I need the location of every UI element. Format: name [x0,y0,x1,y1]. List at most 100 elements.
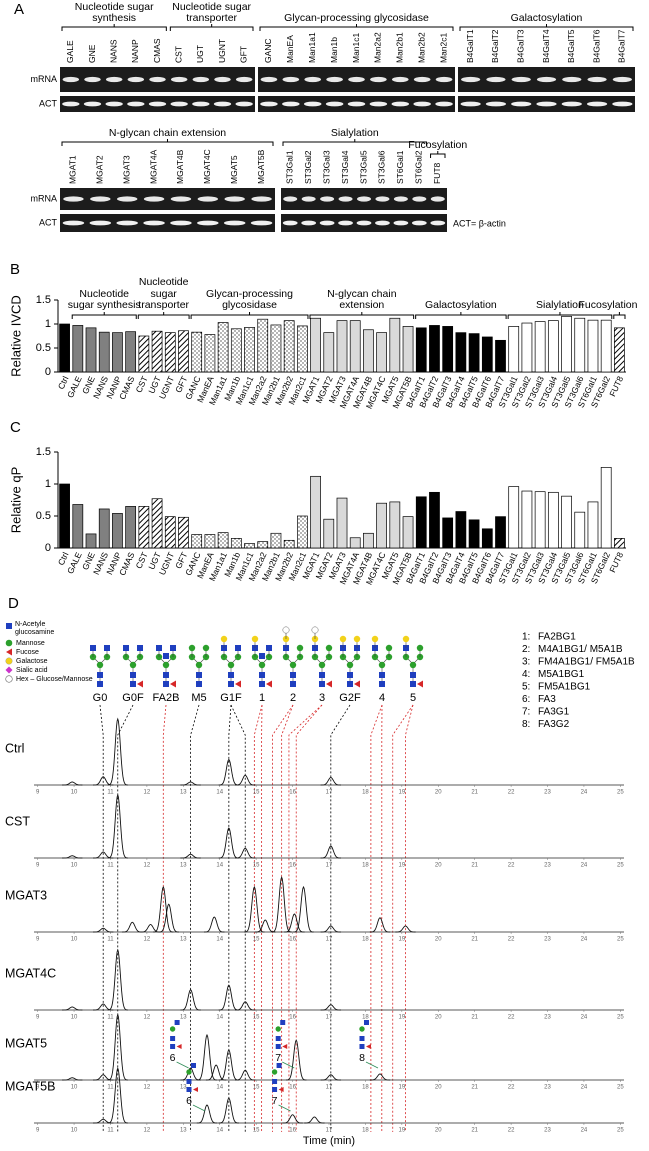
band [325,101,344,107]
bar [415,327,427,373]
glycan-residue [266,645,272,651]
bar [217,532,229,549]
glycan-residue [319,672,325,678]
peak [204,916,225,933]
peak [235,774,256,786]
glycan-residue [275,1026,281,1032]
peak [107,1013,128,1081]
lane-label: ST3Gal3 [321,150,331,184]
peak [180,853,201,859]
y-axis-label: Relative IVCD [8,295,23,377]
x-tick-label: 16 [289,1128,296,1134]
bar [310,475,321,549]
lane-label: ST3Gal5 [358,150,368,184]
glycan-residue [137,680,143,688]
peak [93,927,114,933]
x-tick-label: 16 [289,790,296,796]
bar [534,491,546,549]
list-name: FM5A1BG1 [538,682,591,693]
peak [320,925,342,933]
peak [107,1066,128,1124]
x-tick-label: 20 [435,937,442,943]
band [435,76,453,83]
x-tick-label: 14 [216,790,223,796]
bar [85,327,97,373]
list-key: 3: [522,657,530,668]
band [116,220,138,226]
glycan-residue [271,1069,278,1075]
x-tick-label: 21 [471,1015,478,1021]
glycan-residue [259,653,265,659]
lane-label: MGAT1 [68,155,78,184]
band [338,220,353,226]
band [586,101,608,107]
band [224,196,245,202]
glycan-residue [186,1079,192,1084]
band [562,76,582,83]
band [127,101,145,107]
band [214,76,231,83]
lane-label: ManEA [285,35,295,63]
panel-label: A [14,1,24,18]
glycan-residue [163,672,169,678]
x-tick-label: 17 [326,1085,333,1091]
x-tick-label: 25 [617,1015,624,1021]
y-tick-label: 1.5 [36,294,51,306]
x-tick-label: 18 [362,1015,369,1021]
bracket [61,139,274,146]
bar [614,327,625,373]
x-tick-label: 21 [471,937,478,943]
label-box: Nucleotide sugar transporter [138,276,190,312]
bracket [61,24,167,31]
bar [402,326,414,373]
peak [218,1049,240,1081]
glycan-residue [251,635,259,643]
bracket [259,24,454,31]
bar [468,333,480,373]
bar [191,331,203,373]
glycan-residue [195,661,203,669]
bar [283,320,295,373]
band [116,196,138,202]
guide-line [295,704,323,1132]
glycan-residue [326,680,332,688]
x-tick-label: 24 [581,1085,588,1091]
glycan-residue [190,1063,196,1068]
peak [107,948,128,1011]
label-box: N-Acetyle glucosamine [15,621,54,636]
y-tick-label: 1 [45,478,51,490]
x-tick-label: 24 [581,863,588,869]
x-tick-label: 12 [144,1015,151,1021]
glycan-residue [196,681,202,687]
peak [180,989,201,1011]
x-tick-label: 25 [617,790,624,796]
bar [178,516,189,549]
bar [164,332,176,373]
band [411,220,427,226]
glycan-residue [289,661,297,669]
x-tick-label: 23 [544,937,551,943]
guide-line [99,704,104,1132]
peak [218,827,240,859]
x-tick-label: 22 [508,1128,515,1134]
bracket [459,24,634,31]
label: Nucleotide sugar transporter [138,276,190,312]
x-tick-label: 13 [180,1128,187,1134]
glycan-bond [374,656,390,684]
bar [323,332,335,373]
trace-label: MGAT3 [5,888,47,902]
x-tick-label: 15 [253,1128,260,1134]
x-tick-label: 18 [362,863,369,869]
x-tick-label: 20 [435,790,442,796]
glycan-residue [378,661,386,669]
glycan-residue [130,681,136,687]
glycan-residue [282,626,290,634]
lane-label: MGAT3 [121,155,131,184]
x-tick-label: 9 [36,790,40,796]
guide-line [405,704,414,1132]
list-name: FA3G1 [538,707,570,718]
annotation-label: 6 [170,1052,176,1064]
x-tick-label: 13 [180,937,187,943]
bar [310,317,321,373]
